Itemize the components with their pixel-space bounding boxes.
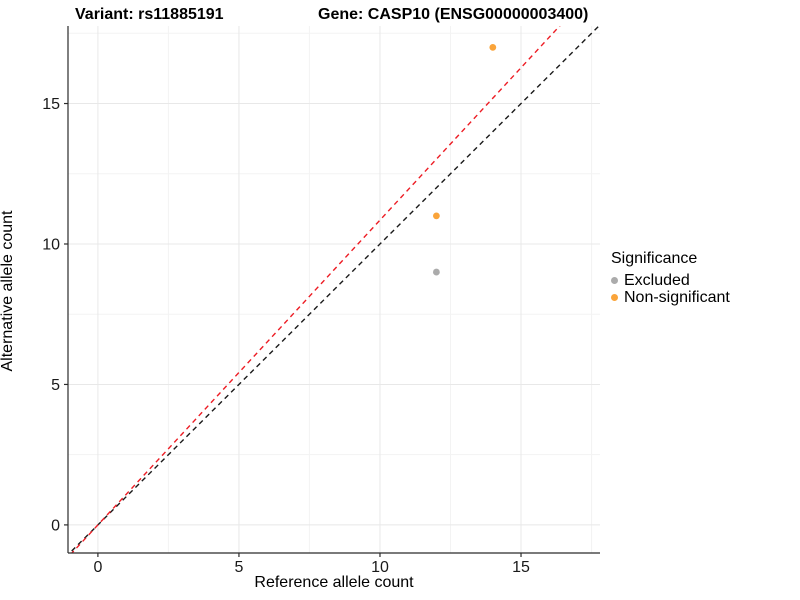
- legend-label-excluded: Excluded: [624, 272, 690, 289]
- legend-label-non-significant: Non-significant: [624, 289, 730, 306]
- expected-ratio-line: [70, 26, 561, 553]
- x-tick-label: 5: [234, 559, 243, 576]
- data-point-non-significant: [432, 212, 440, 220]
- legend-item-non-significant: Non-significant: [611, 289, 730, 306]
- x-tick-label: 0: [93, 559, 102, 576]
- excluded-dot-icon: [611, 277, 618, 284]
- data-point-non-significant: [489, 43, 497, 51]
- legend: Significance Excluded Non-significant: [611, 250, 730, 306]
- y-tick-label: 10: [42, 236, 60, 253]
- y-tick-label: 15: [42, 96, 60, 113]
- y-axis-title: Alternative allele count: [0, 210, 16, 372]
- variant-title: Variant: rs11885191: [75, 6, 224, 23]
- identity-line: [68, 26, 600, 553]
- x-axis-title: Reference allele count: [254, 574, 414, 591]
- y-tick-label: 0: [51, 517, 60, 534]
- reference-lines: [68, 26, 600, 553]
- x-tick-label: 10: [371, 559, 389, 576]
- non-significant-dot-icon: [611, 294, 618, 301]
- gene-title: Gene: CASP10 (ENSG00000003400): [318, 6, 589, 23]
- legend-title: Significance: [611, 250, 698, 267]
- x-tick-label: 15: [512, 559, 530, 576]
- data-point-excluded: [432, 268, 440, 276]
- legend-item-excluded: Excluded: [611, 272, 730, 289]
- y-tick-label: 5: [51, 377, 60, 394]
